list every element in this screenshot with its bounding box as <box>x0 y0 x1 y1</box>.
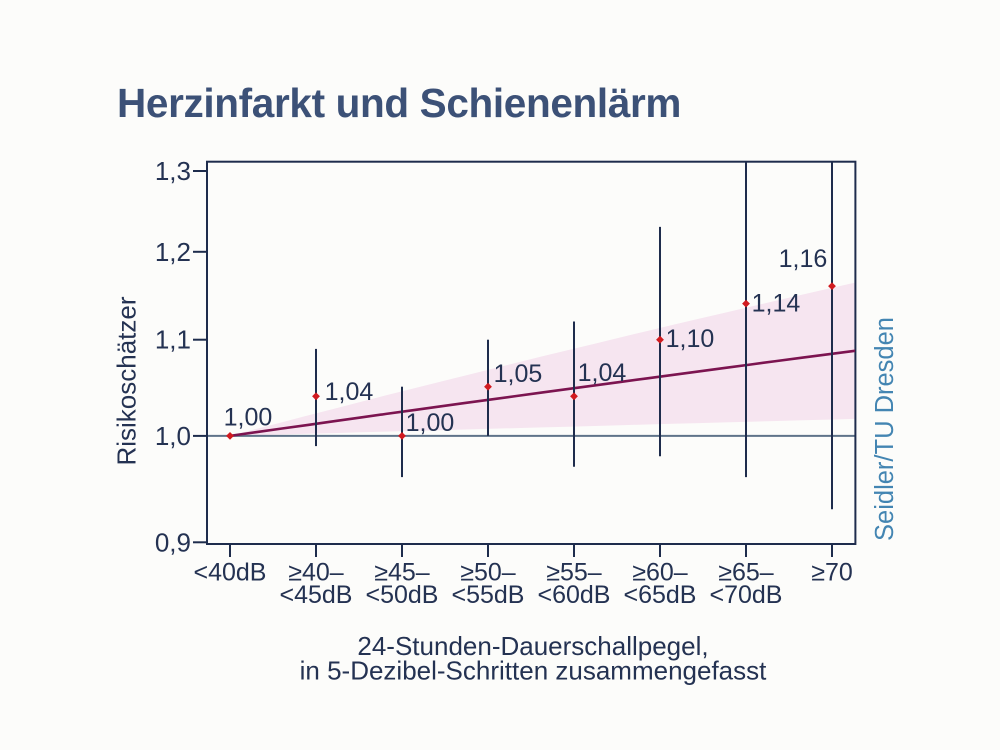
svg-text:≥70: ≥70 <box>811 559 853 587</box>
svg-text:1,16: 1,16 <box>779 245 828 273</box>
svg-text:Seidler/TU Dresden: Seidler/TU Dresden <box>871 317 899 541</box>
svg-text:Herzinfarkt und Schienenlärm: Herzinfarkt und Schienenlärm <box>117 80 681 126</box>
svg-text:<50dB: <50dB <box>366 581 439 609</box>
svg-text:<55dB: <55dB <box>452 581 525 609</box>
svg-text:Risikoschätzer: Risikoschätzer <box>112 296 142 465</box>
svg-text:<70dB: <70dB <box>710 581 783 609</box>
svg-text:<40dB: <40dB <box>194 559 267 587</box>
svg-text:1,00: 1,00 <box>224 404 273 432</box>
svg-text:≥65–: ≥65– <box>718 559 774 587</box>
svg-text:<65dB: <65dB <box>624 581 697 609</box>
svg-text:1,3: 1,3 <box>155 156 191 186</box>
svg-text:≥60–: ≥60– <box>632 559 688 587</box>
svg-text:1,04: 1,04 <box>578 359 627 387</box>
svg-text:≥40–: ≥40– <box>288 559 344 587</box>
svg-text:1,04: 1,04 <box>325 378 374 406</box>
svg-text:1,0: 1,0 <box>155 421 191 451</box>
svg-text:in 5-Dezibel-Schritten zusamme: in 5-Dezibel-Schritten zusammengefasst <box>300 656 768 686</box>
svg-text:≥50–: ≥50– <box>460 559 516 587</box>
svg-text:≥55–: ≥55– <box>546 559 602 587</box>
svg-text:1,1: 1,1 <box>155 325 191 355</box>
svg-text:1,00: 1,00 <box>406 409 455 437</box>
svg-text:<60dB: <60dB <box>538 581 611 609</box>
svg-text:1,2: 1,2 <box>155 237 191 267</box>
svg-text:<45dB: <45dB <box>280 581 353 609</box>
svg-text:1,10: 1,10 <box>666 325 715 353</box>
svg-text:24-Stunden-Dauerschallpegel,: 24-Stunden-Dauerschallpegel, <box>357 631 708 661</box>
svg-text:1,14: 1,14 <box>752 290 801 318</box>
svg-text:1,05: 1,05 <box>494 360 543 388</box>
svg-text:≥45–: ≥45– <box>374 559 430 587</box>
svg-text:0,9: 0,9 <box>155 527 191 557</box>
